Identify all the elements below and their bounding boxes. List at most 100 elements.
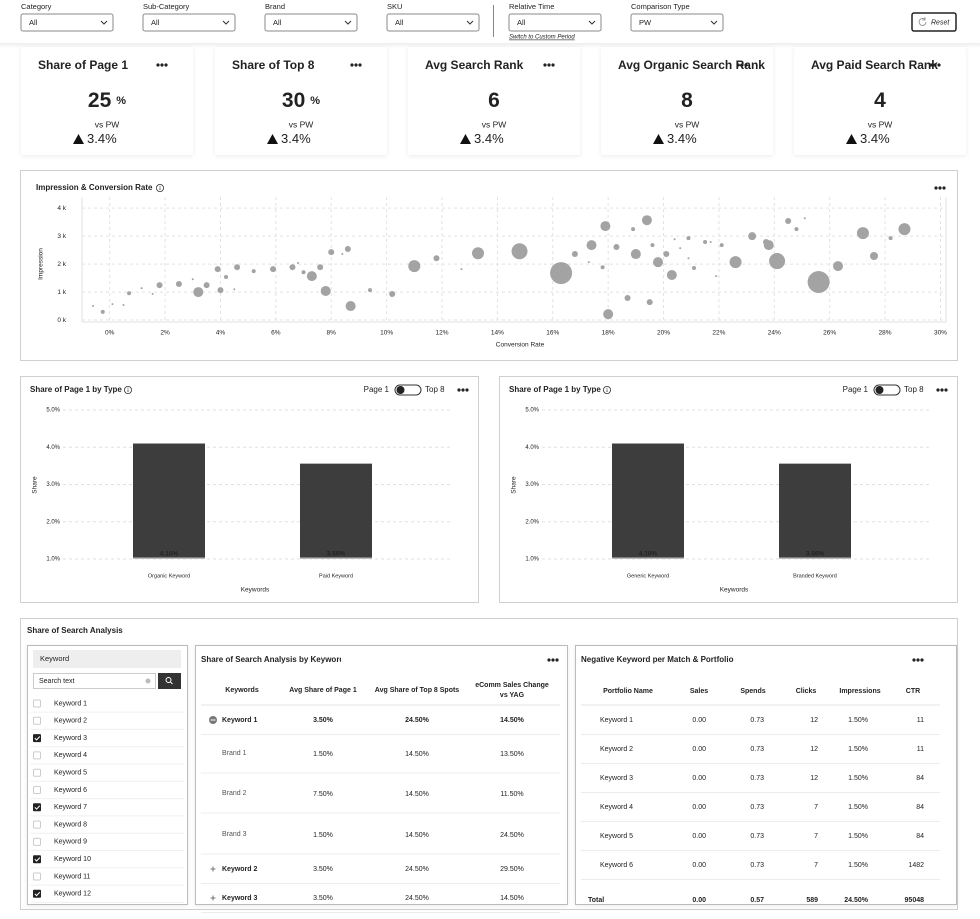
custom-period-link[interactable]: Switch to Custom Period	[509, 35, 575, 41]
y-tick-label: 2 k	[57, 261, 66, 268]
y-tick-label: 3.0%	[46, 482, 60, 488]
select-box	[20, 13, 114, 32]
keyword-option[interactable]: Keyword 8	[33, 820, 88, 829]
scatter-point	[368, 288, 372, 293]
more-menu[interactable]	[156, 63, 168, 67]
expand-toggle[interactable]	[210, 895, 216, 901]
info-dot	[159, 185, 161, 187]
select-value: All	[273, 18, 282, 27]
scatter-point	[807, 271, 830, 294]
chart-panel	[20, 376, 479, 603]
toggle-switch[interactable]	[394, 384, 422, 396]
more-menu[interactable]	[547, 658, 559, 662]
x-tick-label: 24%	[768, 330, 781, 337]
keyword-option[interactable]: Keyword 6	[33, 786, 88, 794]
filter-select[interactable]: All	[20, 13, 114, 32]
scatter-point	[317, 264, 324, 271]
table-title: Share of Search Analysis by Keywords	[201, 655, 349, 664]
portfolio-name: Keyword 2	[600, 746, 633, 753]
keyword-option[interactable]: Keyword 4	[33, 751, 88, 760]
keyword-option[interactable]: Keyword 1	[33, 699, 88, 708]
keyword-option[interactable]: Keyword 12	[33, 889, 91, 898]
expand-toggle[interactable]	[210, 866, 216, 872]
bar-base	[300, 557, 372, 559]
total-label: Total	[588, 897, 604, 904]
checkbox	[33, 768, 41, 777]
scatter-point	[217, 287, 224, 294]
x-tick-label: 4%	[216, 330, 226, 337]
select-value: All	[151, 18, 160, 27]
menu-dot	[164, 63, 168, 67]
kpi-value: 8	[681, 89, 693, 112]
info-icon[interactable]	[155, 183, 164, 192]
brand-name: Brand 3	[222, 830, 247, 838]
more-menu[interactable]	[929, 63, 941, 67]
x-tick-label: Branded Keyword	[793, 573, 837, 579]
scatter-point	[794, 227, 799, 232]
more-menu[interactable]	[457, 388, 469, 392]
keyword-option[interactable]: Keyword 3	[33, 734, 87, 743]
reset-button[interactable]: Reset	[911, 12, 957, 32]
info-icon[interactable]	[124, 385, 133, 394]
scatter-point	[663, 251, 670, 258]
x-tick-label: 10%	[380, 330, 393, 337]
keyword-option[interactable]: Keyword 2	[33, 716, 88, 725]
checkbox-checked	[33, 855, 41, 864]
keyword-option[interactable]: Keyword 11	[33, 872, 91, 881]
search-icon-lens	[165, 677, 172, 683]
menu-dot	[354, 63, 358, 67]
check-mark	[34, 805, 41, 810]
filter-select[interactable]: All	[508, 13, 602, 32]
more-menu[interactable]	[912, 658, 924, 662]
info-icon[interactable]	[603, 385, 612, 394]
keyword-header: Keyword	[40, 654, 69, 663]
menu-dot	[916, 658, 920, 662]
kpi-number: 30	[282, 89, 305, 112]
select-value: All	[517, 18, 526, 27]
filter-select[interactable]: All	[264, 13, 358, 32]
more-menu[interactable]	[350, 63, 362, 67]
toggle-option[interactable]: Page 1	[843, 385, 869, 394]
toggle-switch[interactable]	[873, 384, 901, 396]
chevron	[466, 20, 474, 25]
scatter-point	[193, 287, 204, 298]
more-menu[interactable]	[936, 388, 948, 392]
filter-select[interactable]: All	[142, 13, 236, 32]
table-value: 3.50%	[313, 895, 333, 902]
toggle-option[interactable]: Top 8	[425, 385, 445, 394]
more-menu[interactable]	[543, 63, 555, 67]
x-tick-label: 0%	[105, 330, 115, 337]
column-header: Spends	[740, 688, 765, 695]
y-tick-label: 4.0%	[525, 445, 539, 451]
more-menu[interactable]	[736, 63, 748, 67]
checkbox-checked	[33, 734, 41, 743]
keyword-option[interactable]: Keyword 9	[33, 837, 88, 846]
x-tick-label: 30%	[934, 330, 947, 337]
y-tick-label: 4 k	[57, 205, 66, 212]
expand-toggle[interactable]	[209, 716, 217, 724]
more-menu[interactable]	[934, 186, 946, 190]
keyword-name: Keyword 1	[222, 717, 258, 724]
kpi-title: Avg Search Rank	[425, 58, 524, 72]
scatter-point	[270, 266, 277, 273]
toggle-option[interactable]: Page 1	[364, 385, 390, 394]
table-value: 1482	[908, 862, 924, 869]
search-button[interactable]	[158, 673, 181, 689]
scatter-point	[127, 291, 132, 296]
scatter-point	[715, 275, 718, 278]
scatter-point	[100, 309, 105, 314]
keyword-option[interactable]: Keyword 10	[33, 855, 91, 864]
kpi-up-arrow	[460, 134, 471, 144]
scatter-point	[769, 253, 786, 270]
check-mark	[34, 891, 41, 897]
filter-select[interactable]: All	[386, 13, 480, 32]
search-input[interactable]: Search text	[33, 673, 156, 689]
kpi-up-arrow	[267, 134, 278, 144]
scatter-point	[653, 257, 663, 268]
filter-select[interactable]: PW	[630, 13, 724, 32]
keyword-option[interactable]: Keyword 7	[33, 803, 87, 812]
x-tick-label: 12%	[435, 330, 448, 337]
keyword-option[interactable]: Keyword 5	[33, 768, 88, 777]
brand-name: Brand 2	[222, 789, 247, 797]
toggle-option[interactable]: Top 8	[904, 385, 924, 394]
